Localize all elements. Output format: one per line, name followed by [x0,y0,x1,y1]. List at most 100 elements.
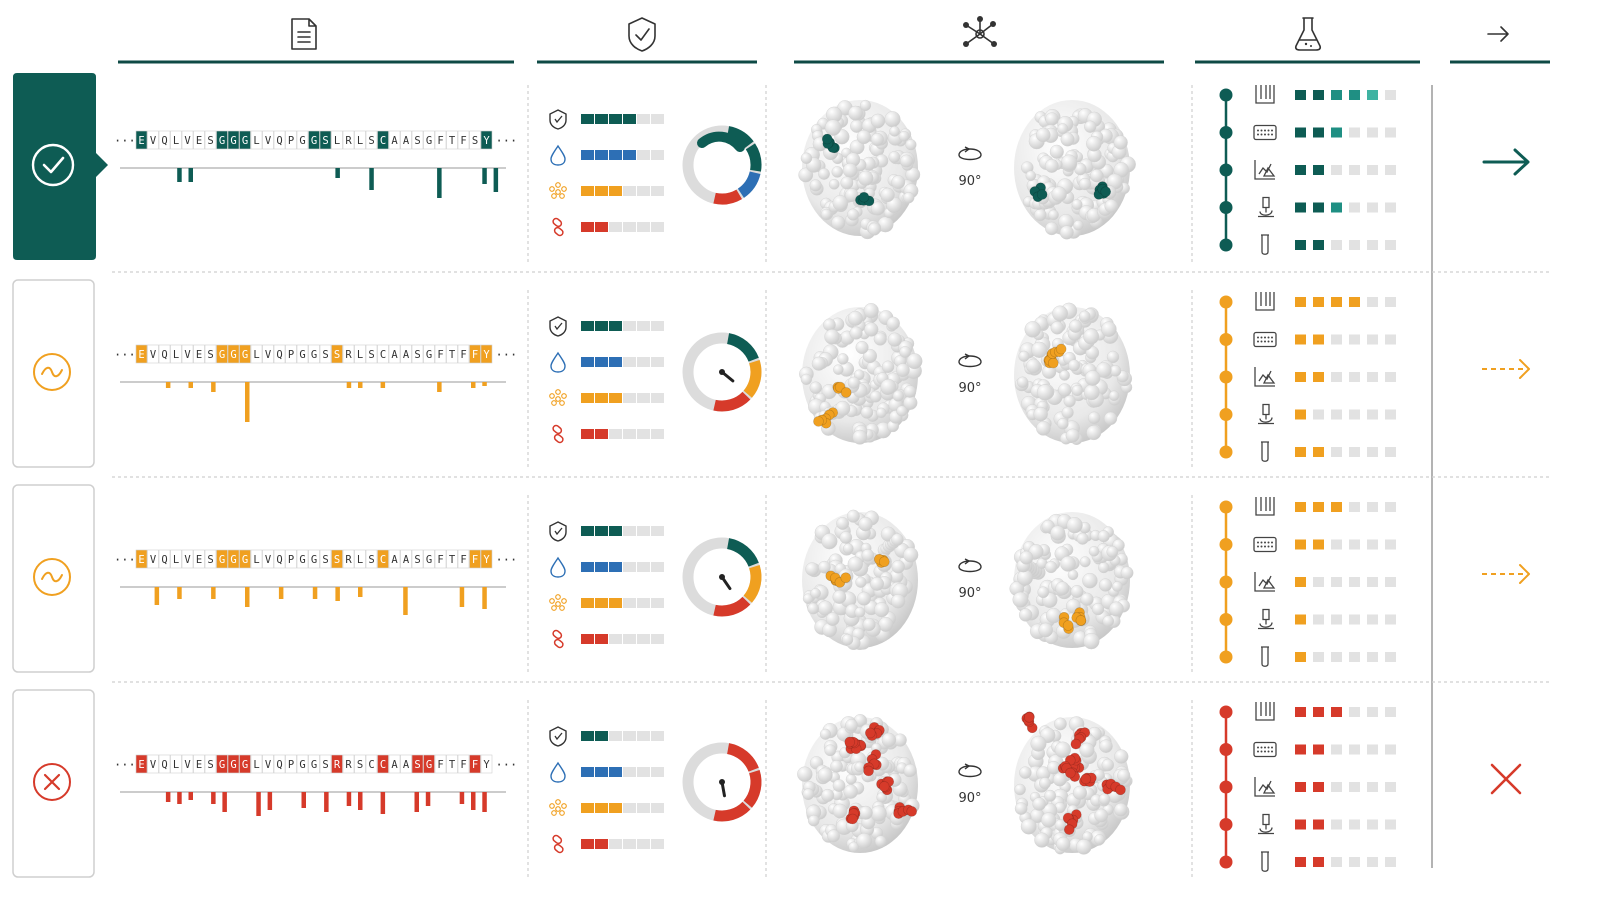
residue-cell: C [365,754,378,774]
assay-bar [1295,447,1396,457]
assay-timeline [1219,292,1396,462]
assay-segment [1367,502,1378,512]
assay-bar [1295,857,1396,867]
metric-segment [637,150,650,160]
residue-letter: S [414,135,420,147]
hotspot-residue [821,133,833,145]
metric-segment [651,429,664,439]
metric-bar [581,839,664,849]
rotate-icon [958,763,982,778]
metric-bar [581,186,664,196]
metric-segment [609,731,622,741]
residue-cell: G [227,754,240,774]
residue-letter: R [345,759,352,771]
metric-segment [581,598,594,608]
metric-segment [623,222,636,232]
metric-segment [609,114,622,124]
metric-segment [651,150,664,160]
link-icon [552,629,564,649]
assay-segment [1331,502,1342,512]
metric-segment [581,429,594,439]
metric-bar [581,114,664,124]
developability-metrics [549,521,664,649]
metric-segment [581,803,594,813]
flask-icon [1294,17,1322,51]
residue-cell: S [411,754,424,774]
residue-letter: A [403,554,410,566]
candidate-rows: ··· E V Q L V E S G G G L V Q P G G S L R L S C A A S G F T F S Y ···90°… [12,73,1550,880]
assay-segment [1295,297,1306,307]
chart-flask-icon [1254,160,1276,180]
microscope-icon [1258,196,1274,218]
residue-letter: E [196,135,202,147]
assay-segment [1331,614,1342,625]
residue-cell: L [354,130,366,150]
metric-segment [637,114,650,124]
profile-bar [459,792,465,804]
residue-cell: L [170,754,182,774]
assay-segment [1331,707,1342,717]
gauge-segment [713,391,751,412]
residue-cell: E [193,130,205,150]
status-card[interactable] [13,73,108,260]
residue-cell: G [227,344,240,364]
candidate-row: ··· E V Q L V E S G G G L V Q P G G S S R L S C A A S G F T F F Y ···90° [12,271,1550,468]
metric-segment [623,767,636,777]
residue-letter: A [403,759,410,771]
metric-segment [609,839,622,849]
assay-segment [1331,127,1342,138]
cluster-icon [549,389,567,406]
hotspot-residue [813,416,824,427]
metric-segment [595,150,608,160]
residue-cell: R [342,754,355,774]
residue-letter: E [196,554,202,566]
assay-segment [1385,447,1396,457]
status-card[interactable] [12,279,95,468]
droplet-icon [550,351,566,373]
profile-bar [482,792,487,812]
status-card[interactable] [12,689,95,878]
metric-segment [623,839,636,849]
protein-structure-front [798,99,921,240]
residue-letter: E [138,554,144,566]
residue-cell: P [285,754,297,774]
hotspot-residue [906,806,918,817]
residue-cell: G [296,754,309,774]
residue-letter: G [311,349,317,361]
conditional-arrow-icon[interactable] [1482,359,1530,379]
residue-cell: T [446,344,458,364]
residue-letter: Q [276,554,282,566]
assay-segment [1295,447,1306,457]
vial-icon [1261,851,1269,872]
residue-letter: G [426,349,432,361]
risk-gauge [682,537,762,617]
conditional-arrow-icon[interactable] [1482,564,1530,584]
residue-letter: L [253,349,259,361]
residue-cell: E [135,130,148,150]
assay-segment [1367,127,1378,138]
residue-cell: Q [273,130,286,150]
assay-segment [1349,165,1360,175]
status-card[interactable] [12,484,95,673]
metric-bar [581,321,664,331]
assay-segment [1331,744,1342,755]
residue-cell: E [135,754,148,774]
assay-segment [1313,652,1324,662]
plate-reader-icon [1253,124,1277,141]
profile-bar [188,792,193,800]
timeline-node [1219,538,1233,551]
advance-arrow-icon[interactable] [1482,148,1530,176]
residue-cell: G [216,754,228,774]
profile-bar [346,792,352,806]
residue-cell: A [388,754,401,774]
residue-cell: F [469,344,481,364]
residue-letter: F [472,759,478,771]
metric-segment [595,731,608,741]
reject-icon[interactable] [1490,763,1522,795]
residue-letter: S [414,349,420,361]
assay-bar [1295,334,1396,345]
assay-segment [1331,539,1342,550]
timeline-node [1219,705,1233,719]
test-tubes-icon [1255,85,1275,104]
metric-segment [581,634,594,644]
